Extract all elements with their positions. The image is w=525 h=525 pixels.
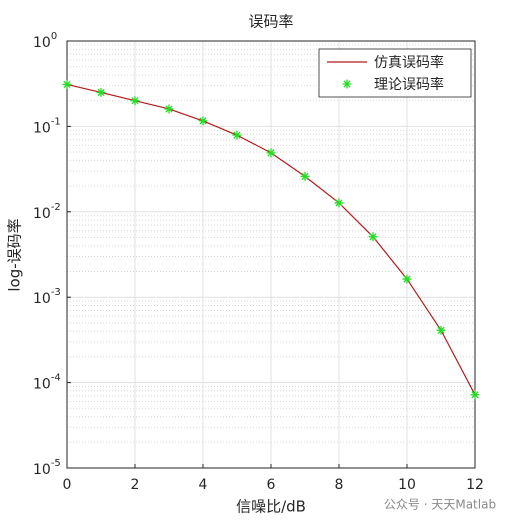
x-tick-label: 8 <box>335 477 344 493</box>
series-marker <box>470 390 480 400</box>
y-tick-exponent: 0 <box>51 31 57 42</box>
y-tick-exponent: -3 <box>51 287 61 298</box>
chart-title: 误码率 <box>248 13 293 31</box>
y-axis-label: log-误码率 <box>6 218 24 291</box>
y-tick-exponent: -5 <box>51 458 61 469</box>
y-tick-label: 100 <box>33 31 57 51</box>
series-marker <box>266 148 276 158</box>
legend-label: 理论误码率 <box>374 76 444 93</box>
x-tick-label: 10 <box>398 477 416 493</box>
plot-frame <box>66 40 476 469</box>
y-tick-label: 10-5 <box>33 458 61 478</box>
series-marker <box>436 325 446 335</box>
x-tick-label: 12 <box>466 477 484 493</box>
series-marker <box>402 274 412 284</box>
y-tick-base: 10 <box>33 291 51 307</box>
y-tick-label: 10-2 <box>33 202 61 222</box>
y-tick-label: 10-1 <box>33 116 61 136</box>
x-tick-label: 4 <box>199 477 208 493</box>
series-marker <box>300 171 310 181</box>
y-tick-exponent: -4 <box>51 373 61 384</box>
series-marker <box>232 130 242 140</box>
legend-label: 仿真误码率 <box>374 54 444 71</box>
x-tick-label: 0 <box>63 477 72 493</box>
x-tick-label: 2 <box>131 477 140 493</box>
legend-marker <box>342 79 352 89</box>
series-marker <box>130 96 140 106</box>
y-tick-base: 10 <box>33 35 51 51</box>
series-marker <box>164 104 174 114</box>
legend-box <box>318 48 472 98</box>
y-tick-exponent: -2 <box>51 202 61 213</box>
x-tick-label: 6 <box>267 477 276 493</box>
x-axis-label: 信噪比/dB <box>236 498 306 516</box>
series-marker <box>368 232 378 242</box>
series-marker <box>62 79 72 89</box>
series-marker <box>334 198 344 208</box>
y-tick-base: 10 <box>33 462 51 478</box>
series-marker <box>96 87 106 97</box>
series-marker <box>198 116 208 126</box>
y-tick-label: 10-4 <box>33 373 61 393</box>
y-tick-base: 10 <box>33 120 51 136</box>
y-tick-base: 10 <box>33 206 51 222</box>
watermark: 公众号 · 天天Matlab <box>384 498 496 512</box>
y-tick-base: 10 <box>33 377 51 393</box>
y-tick-label: 10-3 <box>33 287 61 307</box>
y-tick-exponent: -1 <box>51 116 61 127</box>
